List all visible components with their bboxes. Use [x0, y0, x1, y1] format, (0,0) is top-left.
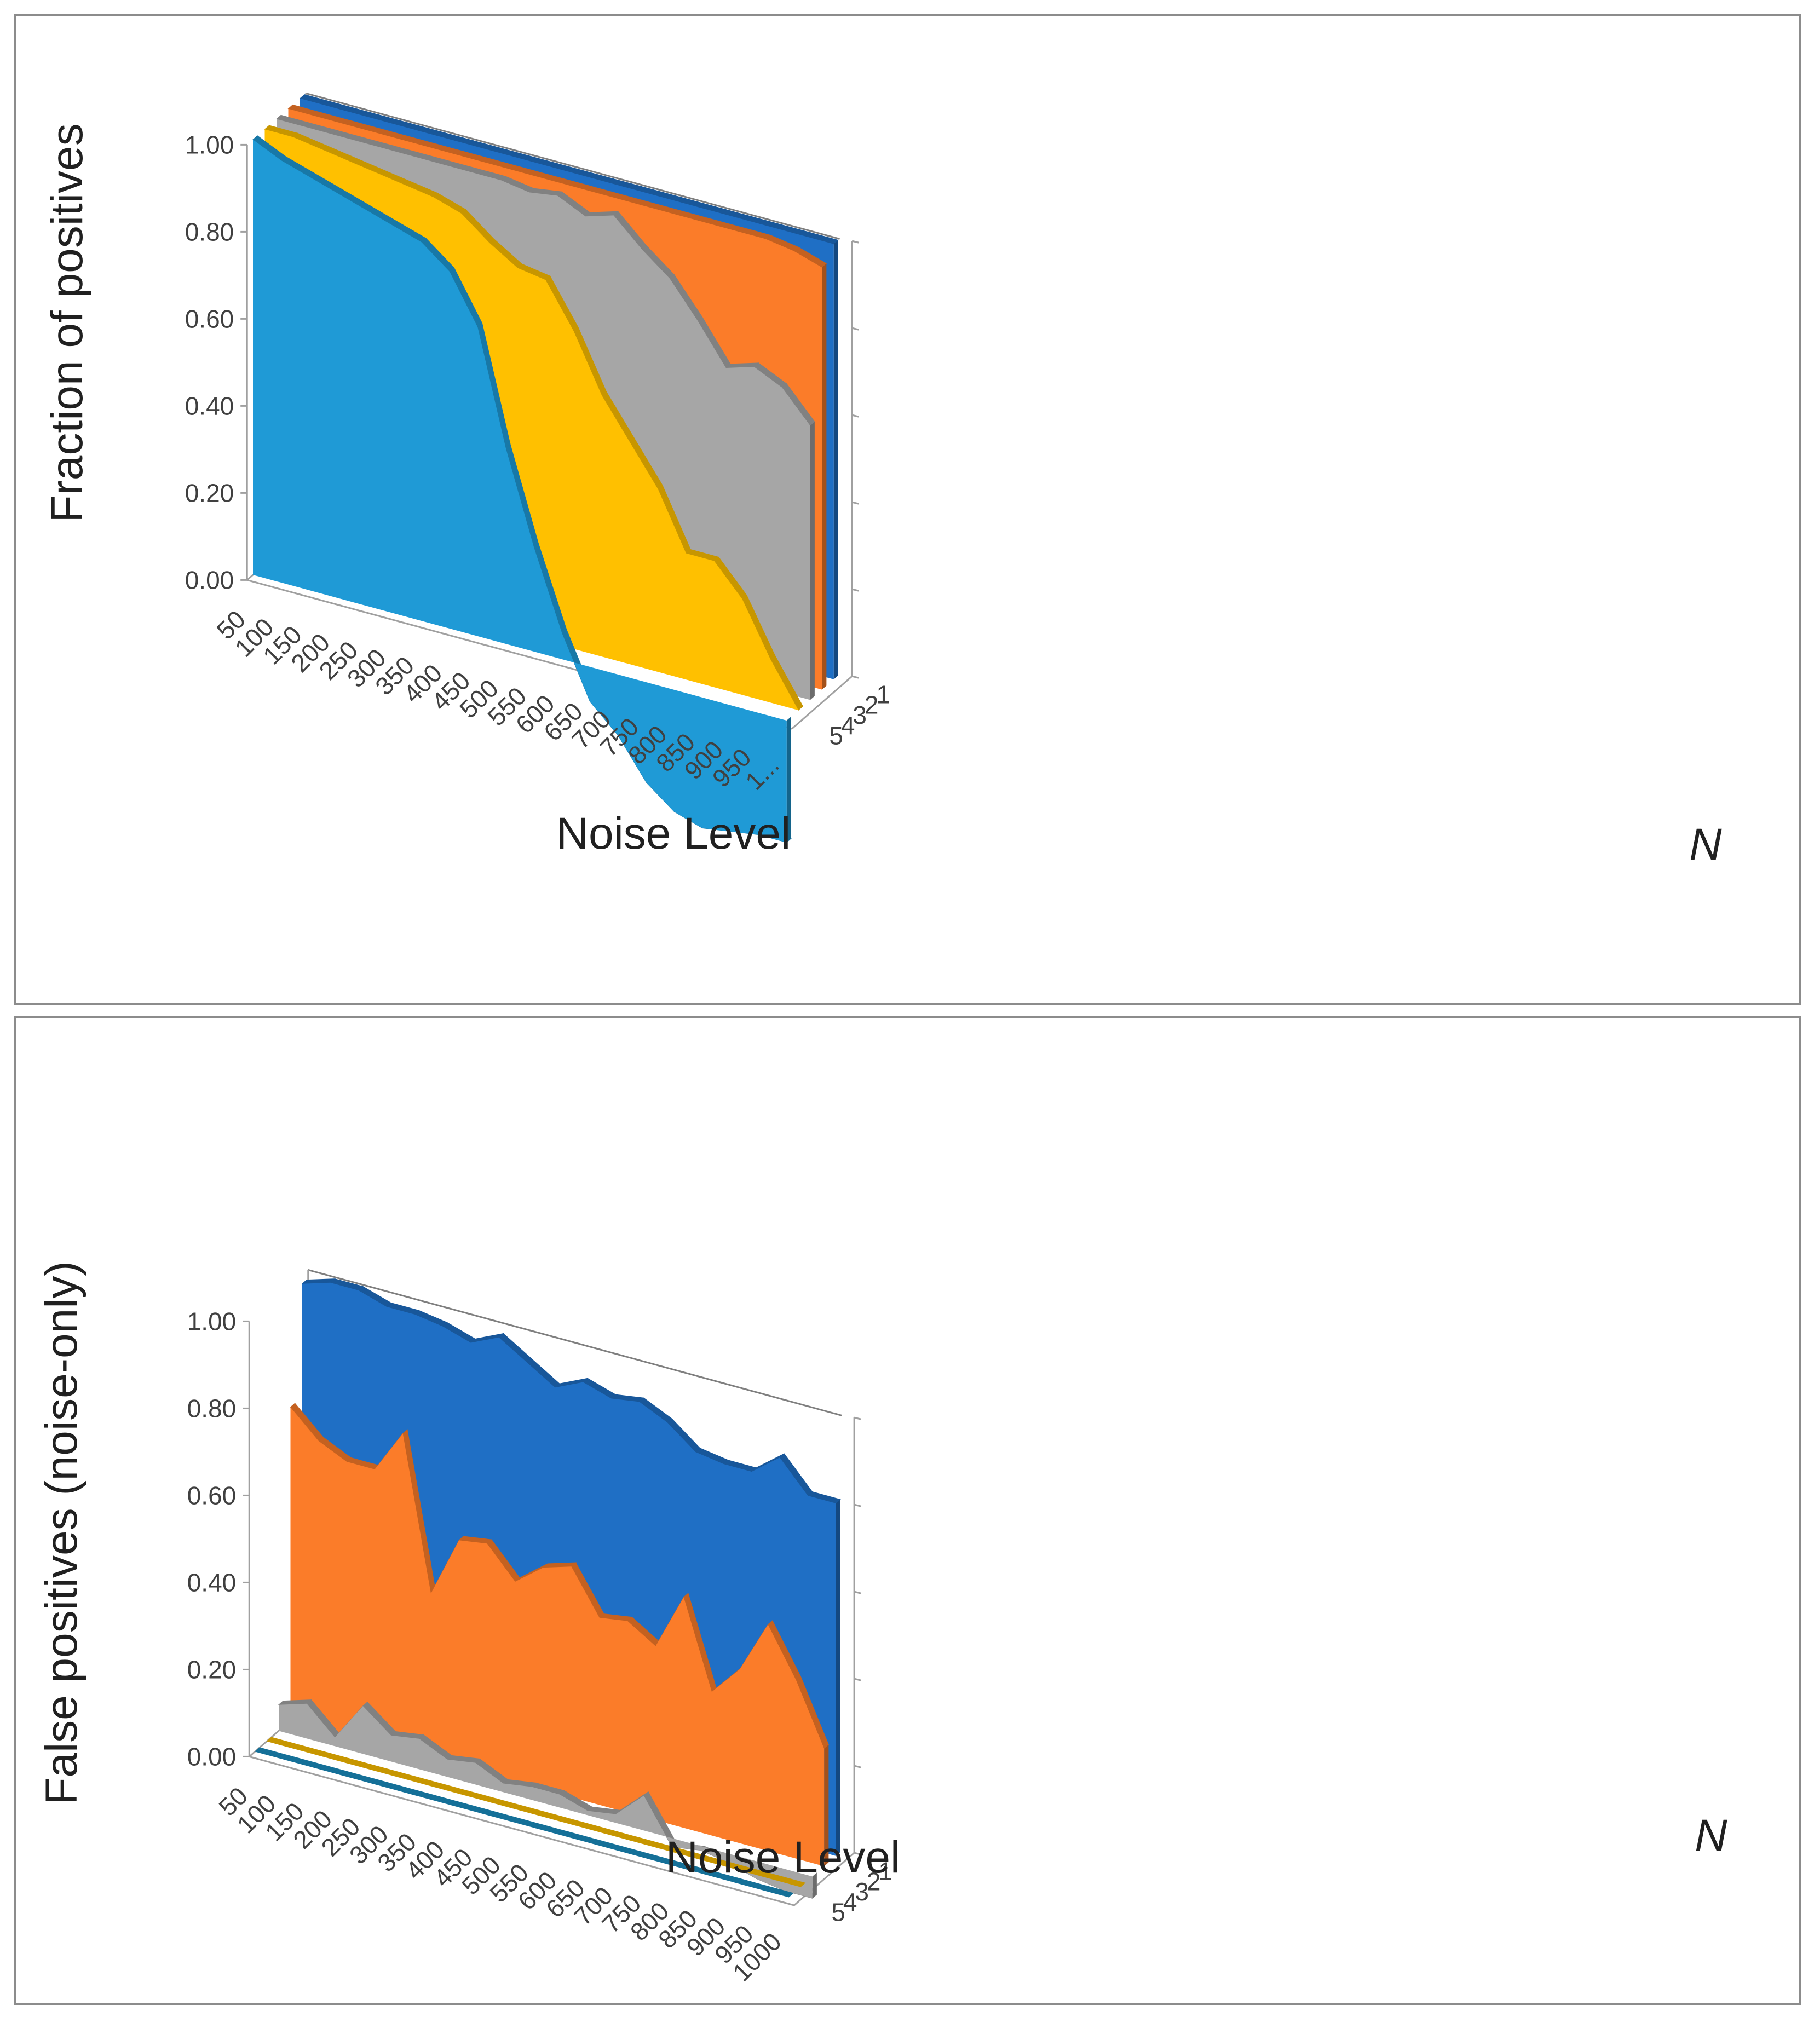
- depth-tick-label: 5: [829, 722, 843, 750]
- series-4-top-edge: [547, 1813, 581, 1826]
- series-5-top-edge: [535, 1824, 569, 1836]
- depth-tick-label: 2: [865, 690, 879, 719]
- series-5-top-edge: [310, 1762, 345, 1775]
- series-4-top-edge: [575, 1821, 609, 1834]
- series-5-top-edge: [283, 1755, 316, 1767]
- series-4-top-edge: [322, 1752, 356, 1765]
- series-5-end-cap: [786, 716, 791, 843]
- series-5-area: [253, 140, 787, 843]
- series-5-area: [255, 1751, 789, 1897]
- series-group: [252, 94, 839, 843]
- depth-axis-line: [793, 1852, 855, 1906]
- series-4-top-edge: [435, 1783, 469, 1795]
- right-wall-tick: [851, 327, 859, 331]
- series-5: [254, 1747, 794, 1898]
- series-5: [252, 135, 792, 843]
- y-tick-label: 0.00: [187, 1742, 237, 1771]
- right-wall-tick: [851, 240, 859, 244]
- series-5-top-edge: [619, 1847, 654, 1859]
- depth-axis-title: N: [1689, 820, 1722, 869]
- series-5-top-edge: [507, 1816, 542, 1829]
- x-axis-line: [249, 1755, 794, 1906]
- series-5-top-edge: [367, 1778, 401, 1790]
- depth-axis-line: [791, 675, 853, 730]
- series-5-top-edge: [451, 1801, 485, 1813]
- series-group: [254, 1278, 841, 1899]
- depth-axis-title: N: [1695, 1811, 1727, 1860]
- series-2-end-cap: [824, 1744, 829, 1866]
- series-4: [266, 1737, 806, 1887]
- series-5-top-edge: [395, 1785, 429, 1798]
- y-tick-label: 1.00: [185, 130, 234, 159]
- y-axis-title: Fraction of positives: [42, 123, 92, 522]
- series-5-top-edge: [338, 1770, 373, 1783]
- series-1-end-cap: [833, 240, 838, 679]
- series-4-top-edge: [266, 1737, 301, 1749]
- series-4-top-edge: [294, 1744, 329, 1757]
- series-5-top-edge: [591, 1839, 626, 1852]
- y-tick-label: 0.60: [187, 1481, 237, 1509]
- fraction-of-positives-chart: 0.000.200.400.600.801.005010015020025030…: [42, 92, 1722, 869]
- y-tick-label: 0.80: [185, 217, 234, 246]
- depth-tick-label: 5: [831, 1898, 845, 1927]
- right-wall-tick: [854, 1852, 861, 1855]
- depth-tick-label: 1: [878, 1857, 892, 1886]
- false-positives-chart-panel: 0.00 0.20 0.40 0.60 0.80 1.00 50 100 150 200 250 30…: [14, 1016, 1801, 2005]
- series-4-top-edge: [406, 1775, 441, 1788]
- y-tick-label: 0.20: [187, 1655, 237, 1684]
- x-axis-title: Noise Level: [556, 809, 791, 858]
- series-4-top-edge: [771, 1875, 806, 1887]
- depth-tick-label: 1: [876, 681, 890, 709]
- series-4-top-edge: [519, 1806, 553, 1818]
- series-1-end-cap: [836, 1499, 840, 1856]
- right-wall-tick: [854, 1503, 861, 1507]
- gridline-top: [308, 1269, 842, 1416]
- x-axis-title: Noise Level: [666, 1832, 900, 1882]
- y-tick-label: 0.20: [185, 479, 234, 507]
- depth-tick-label: 3: [855, 1877, 869, 1906]
- right-wall-tick: [851, 501, 859, 505]
- series-4-top-edge: [378, 1767, 413, 1780]
- series-3-end-cap: [812, 1872, 817, 1899]
- y-tick-label: 0.00: [185, 566, 234, 594]
- series-4-top-edge: [463, 1790, 497, 1803]
- depth-tick-label: 2: [867, 1867, 881, 1895]
- y-tick-label: 0.40: [185, 391, 234, 420]
- right-wall-tick: [854, 1678, 861, 1681]
- right-wall-tick: [851, 588, 859, 592]
- depth-tick-label: 4: [843, 1888, 857, 1916]
- y-tick-labels: 0.00 0.20 0.40 0.60 0.80 1.00: [185, 130, 247, 594]
- false-positives-chart: 0.000.200.400.600.801.005010015020025030…: [37, 1261, 1727, 1987]
- y-tick-label: 1.00: [187, 1307, 237, 1335]
- depth-tick-label: 4: [841, 711, 855, 740]
- y-tick-label: 0.80: [187, 1394, 237, 1422]
- series-5-top-edge: [254, 1747, 289, 1760]
- right-wall-tick: [854, 1590, 861, 1594]
- series-4-area: [267, 1741, 801, 1887]
- right-wall-tick: [854, 1765, 861, 1768]
- series-4-top-edge: [631, 1836, 665, 1849]
- y-axis-title: False positives (noise-only): [37, 1261, 87, 1805]
- right-wall-tick: [854, 1416, 861, 1420]
- series-4-top-edge: [491, 1798, 525, 1811]
- right-wall-tick: [851, 414, 859, 418]
- fraction-of-positives-chart-panel: 0.00 0.20 0.40 0.60 0.80 1.00 50 100 150 200 250 30…: [14, 14, 1801, 1005]
- series-2-end-cap: [822, 263, 827, 690]
- right-wall-tick: [851, 675, 859, 679]
- series-4-top-edge: [350, 1760, 384, 1772]
- y-tick-labels: 0.00 0.20 0.40 0.60 0.80 1.00: [187, 1307, 250, 1771]
- series-3-area: [279, 1703, 813, 1899]
- series-5-top-edge: [563, 1831, 597, 1844]
- series-5-top-edge: [479, 1808, 513, 1821]
- y-tick-label: 0.40: [187, 1568, 237, 1597]
- series-3-end-cap: [810, 422, 815, 700]
- gridline-top: [306, 92, 840, 240]
- y-tick-label: 0.60: [185, 304, 234, 333]
- depth-tick-label: 3: [853, 701, 867, 729]
- series-4-top-edge: [603, 1829, 637, 1841]
- series-5-top-edge: [423, 1793, 457, 1806]
